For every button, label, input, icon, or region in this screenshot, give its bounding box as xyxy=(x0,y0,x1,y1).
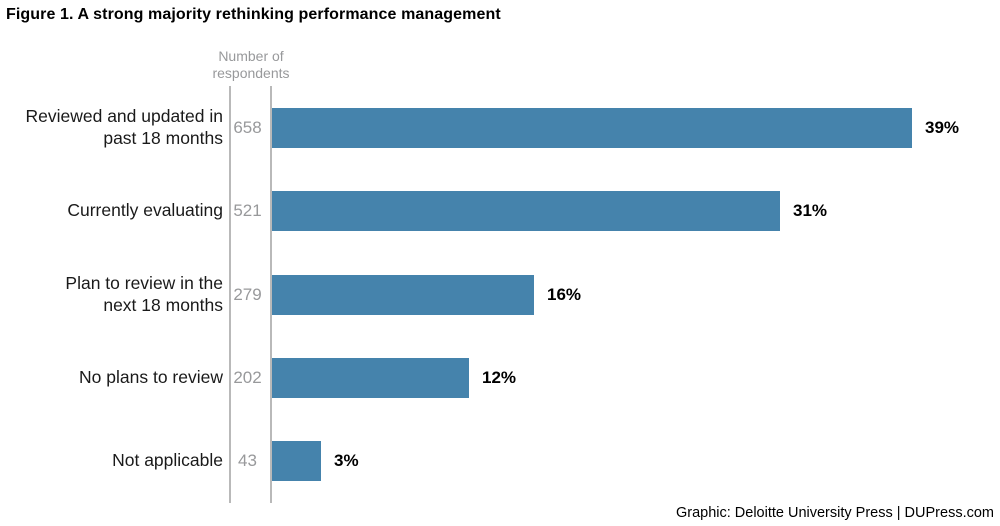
chart-row: Currently evaluating 521 31% xyxy=(0,169,1000,252)
bar xyxy=(272,274,534,315)
respondents-column-header: Number of respondents xyxy=(212,48,290,81)
chart-rows: Reviewed and updated in past 18 months 6… xyxy=(0,86,1000,503)
percent-label: 3% xyxy=(334,451,359,471)
axis-line-right xyxy=(270,86,272,503)
percent-label: 12% xyxy=(482,367,517,387)
respondent-count: 521 xyxy=(233,201,262,221)
bar-track: 31% xyxy=(272,191,1000,232)
bar-track: 12% xyxy=(272,357,1000,398)
bar xyxy=(272,191,780,232)
category-label: No plans to review xyxy=(79,366,223,387)
percent-label: 16% xyxy=(547,284,582,304)
chart-row: Not applicable 43 3% xyxy=(0,420,1000,503)
category-label: Reviewed and updated in past 18 months xyxy=(25,105,223,148)
axis-line-left xyxy=(229,86,231,503)
category-label: Currently evaluating xyxy=(67,200,223,221)
respondent-count: 658 xyxy=(233,117,262,137)
respondent-count: 43 xyxy=(238,451,257,471)
figure-title: Figure 1. A strong majority rethinking p… xyxy=(6,6,501,23)
credit-line: Graphic: Deloitte University Press | DUP… xyxy=(675,505,994,521)
respondent-count: 202 xyxy=(233,367,262,387)
bar xyxy=(272,357,469,398)
percent-label: 39% xyxy=(925,117,960,137)
bar-track: 16% xyxy=(272,274,1000,315)
respondent-count: 279 xyxy=(233,284,262,304)
bar xyxy=(272,441,321,482)
chart-row: No plans to review 202 12% xyxy=(0,336,1000,419)
bar-track: 39% xyxy=(272,107,1000,148)
category-label: Not applicable xyxy=(112,450,223,471)
chart-row: Plan to review in the next 18 months 279… xyxy=(0,253,1000,336)
bar xyxy=(272,107,912,148)
bar-chart: Reviewed and updated in past 18 months 6… xyxy=(0,86,1000,503)
chart-row: Reviewed and updated in past 18 months 6… xyxy=(0,86,1000,169)
bar-track: 3% xyxy=(272,441,1000,482)
category-label: Plan to review in the next 18 months xyxy=(65,272,223,315)
percent-label: 31% xyxy=(793,201,828,221)
